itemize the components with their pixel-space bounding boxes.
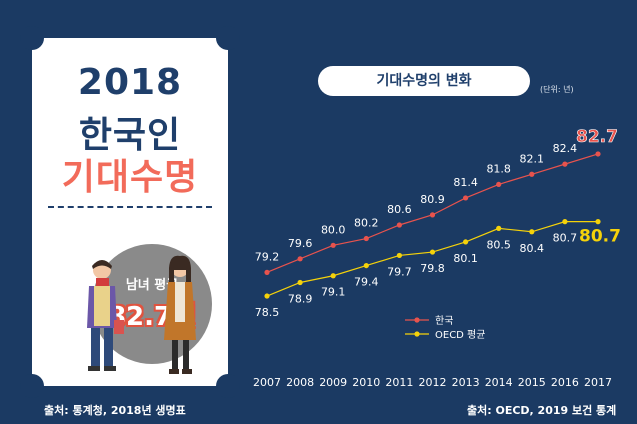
title-card: 2018 한국인 기대수명 남녀 평균 82.7년: [20, 26, 240, 398]
data-label: 79.6: [288, 237, 313, 250]
x-tick-label: 2012: [419, 376, 447, 389]
x-tick-label: 2014: [485, 376, 513, 389]
legend-label: 한국: [435, 315, 453, 327]
data-label: 82.4: [553, 142, 578, 155]
title-life-expectancy: 기대수명: [61, 157, 199, 198]
data-point: [496, 181, 502, 188]
series-line: [266, 221, 598, 297]
data-point: [595, 151, 601, 157]
card-notch: [216, 26, 240, 50]
data-point: [429, 212, 436, 218]
data-label: 79.7: [387, 265, 412, 278]
chart-title: 기대수명의 변화: [318, 66, 530, 96]
data-label: 81.8: [486, 162, 511, 175]
card-notch: [20, 26, 44, 50]
data-label: 80.6: [387, 203, 412, 216]
man-illustration: [87, 260, 124, 371]
average-label: 남녀 평균: [125, 278, 179, 293]
data-point: [297, 256, 303, 262]
data-label: 79.4: [354, 276, 379, 289]
data-label: 80.0: [321, 223, 346, 236]
source-left: 출처: 통계청, 2018년 생명표: [44, 404, 186, 417]
x-tick-label: 2011: [385, 376, 413, 389]
x-tick-label: 2007: [253, 376, 281, 389]
data-label: 81.4: [453, 176, 478, 189]
data-point: [562, 161, 568, 167]
legend-label: OECD 평균: [435, 329, 485, 341]
legend-marker: [414, 317, 420, 323]
data-label: 79.8: [420, 262, 445, 275]
data-label: 80.7: [579, 227, 621, 247]
data-point: [264, 293, 270, 299]
data-label: 79.2: [255, 250, 280, 263]
data-point: [429, 249, 436, 255]
data-point: [463, 195, 469, 201]
data-label: 80.4: [520, 242, 545, 255]
x-tick-label: 2009: [319, 376, 347, 389]
data-point: [264, 269, 270, 275]
data-point: [297, 279, 303, 286]
legend-marker: [414, 331, 420, 337]
data-label: 78.5: [255, 306, 280, 319]
card-notch: [20, 374, 44, 398]
data-label: 79.1: [321, 286, 346, 299]
unit-label: (단위: 년): [540, 85, 574, 94]
woman-illustration: [164, 255, 196, 374]
data-point: [363, 262, 369, 269]
title-korean: 한국인: [78, 115, 182, 156]
data-point: [595, 219, 601, 225]
data-point: [330, 273, 336, 279]
data-point: [562, 219, 568, 225]
data-label: 80.7: [553, 232, 578, 245]
x-tick-label: 2010: [352, 376, 380, 389]
dashed-divider: [48, 206, 212, 208]
data-label: 78.9: [288, 293, 313, 306]
data-point: [496, 225, 502, 231]
data-point: [396, 222, 402, 228]
source-right: 출처: OECD, 2019 보건 통계: [467, 404, 617, 417]
card-notch: [216, 374, 240, 398]
data-label: 80.9: [420, 193, 445, 206]
data-point: [463, 239, 469, 245]
data-label: 82.7: [576, 127, 618, 147]
data-point: [330, 242, 336, 248]
x-tick-label: 2016: [551, 376, 579, 389]
data-label: 80.5: [486, 238, 511, 251]
x-tick-label: 2013: [452, 376, 480, 389]
x-tick-label: 2017: [584, 376, 612, 389]
data-label: 82.1: [520, 152, 545, 165]
x-tick-label: 2015: [518, 376, 546, 389]
x-tick-label: 2008: [286, 376, 314, 389]
data-point: [529, 171, 535, 177]
data-point: [529, 229, 535, 235]
data-point: [363, 235, 369, 242]
data-label: 80.2: [354, 217, 379, 230]
data-point: [396, 252, 402, 259]
title-year: 2018: [77, 62, 183, 103]
data-label: 80.1: [453, 252, 478, 265]
